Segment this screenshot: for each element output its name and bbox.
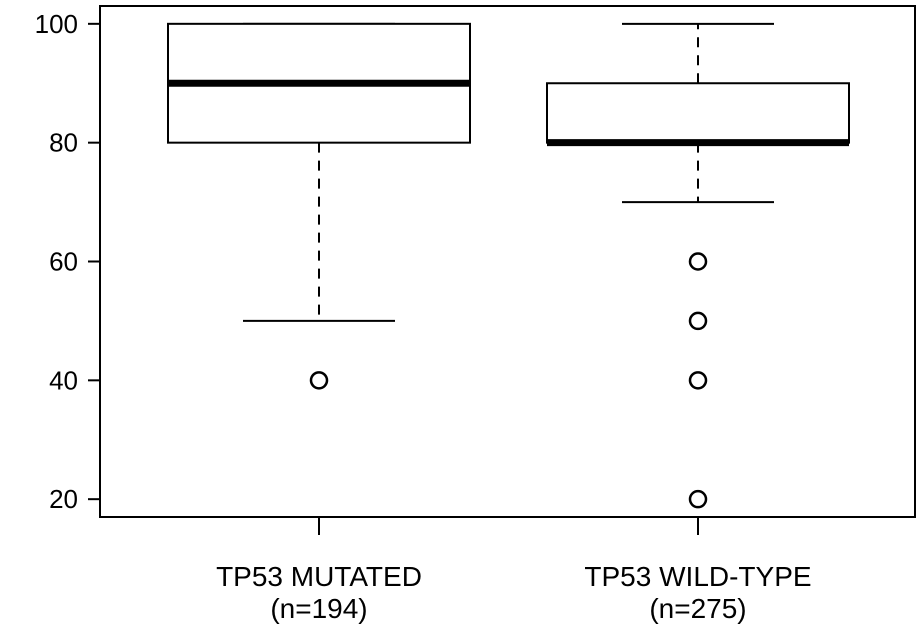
y-tick-label: 100 xyxy=(35,9,78,39)
x-category-count: (n=194) xyxy=(270,593,367,624)
x-category-label: TP53 WILD-TYPE xyxy=(584,561,811,592)
x-category-label: TP53 MUTATED xyxy=(216,561,422,592)
y-axis: 20 40 60 80 100 xyxy=(35,9,100,514)
box-2 xyxy=(546,22,850,509)
outlier-point xyxy=(688,371,708,390)
iqr-box xyxy=(546,82,850,144)
outlier-point xyxy=(309,371,329,390)
y-tick-label: 60 xyxy=(49,247,78,277)
x-axis: TP53 MUTATED(n=194) TP53 WILD-TYPE(n=275) xyxy=(216,517,812,624)
outlier-point xyxy=(688,489,708,509)
outlier-point xyxy=(688,252,708,271)
y-tick-label: 80 xyxy=(49,128,78,158)
y-tick-label: 20 xyxy=(49,484,78,514)
box-group xyxy=(167,22,850,509)
x-category-count: (n=275) xyxy=(649,593,746,624)
y-tick-label: 40 xyxy=(49,365,78,395)
outlier-point xyxy=(688,311,708,331)
box-1 xyxy=(167,22,471,390)
plot-frame xyxy=(99,5,916,518)
